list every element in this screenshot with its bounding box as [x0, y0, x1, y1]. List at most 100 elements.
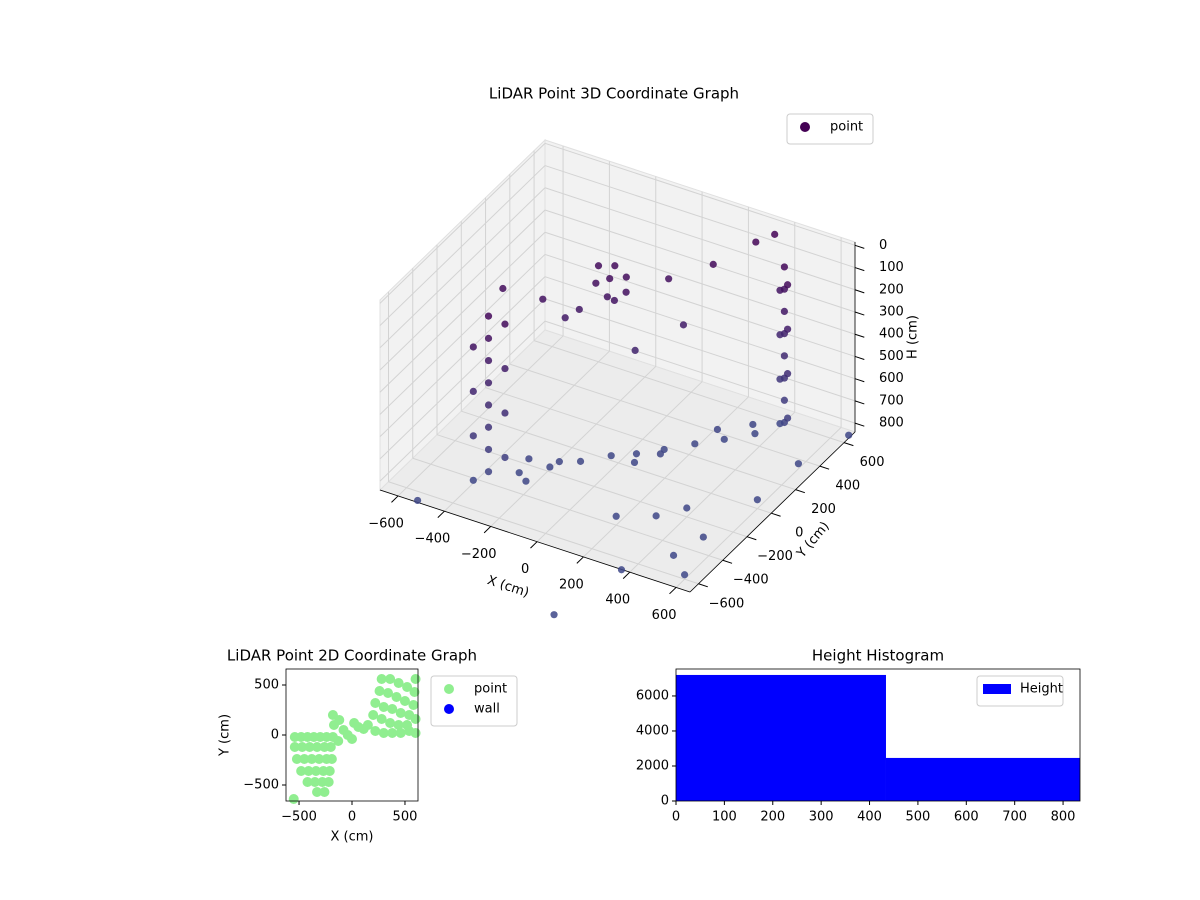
- grid-line: [379, 298, 546, 460]
- y-tick-label: 400: [835, 479, 860, 494]
- x-axis-label: X (cm): [331, 830, 374, 845]
- y-tick-label: −600: [709, 596, 745, 611]
- point: [631, 346, 639, 355]
- legend-marker: [800, 122, 810, 132]
- point: [402, 720, 413, 730]
- x-tick-label: 400: [857, 810, 882, 825]
- tick-mark: [854, 333, 865, 338]
- point: [310, 766, 321, 776]
- point: [368, 710, 379, 720]
- legend-box: [786, 113, 874, 145]
- point: [469, 343, 477, 351]
- point: [501, 320, 509, 328]
- point: [610, 296, 618, 305]
- z-tick-label: 500: [879, 349, 904, 364]
- axes-frame: [675, 668, 1081, 802]
- point: [376, 674, 387, 684]
- point: [622, 273, 630, 281]
- tick-mark: [622, 571, 631, 579]
- point: [327, 710, 338, 720]
- point: [776, 420, 784, 428]
- grid-line: [536, 381, 703, 543]
- point: [679, 321, 688, 329]
- tick-mark: [843, 442, 854, 447]
- tick-mark: [854, 378, 865, 383]
- x-tick-label: 0: [348, 810, 356, 825]
- point: [783, 370, 792, 378]
- grid-line: [583, 396, 749, 558]
- bar: [885, 757, 1080, 801]
- point: [309, 777, 320, 787]
- point: [484, 334, 493, 342]
- point: [312, 742, 323, 752]
- grid-line: [544, 298, 856, 402]
- legend-box: [976, 675, 1064, 707]
- point: [776, 286, 784, 294]
- grid-line: [379, 187, 546, 349]
- bar: [676, 674, 886, 801]
- point: [324, 766, 335, 776]
- grid-line: [490, 366, 657, 527]
- tick-mark: [437, 510, 445, 518]
- x-axis-label: X (cm): [485, 573, 531, 601]
- point: [622, 288, 630, 296]
- x-tick-label: 100: [712, 810, 737, 825]
- point: [484, 468, 493, 476]
- x-tick-label: 600: [652, 608, 677, 623]
- x-tick-label: −200: [461, 547, 497, 562]
- x-tick-label: 400: [605, 593, 630, 608]
- y-tick-label: 4000: [636, 723, 669, 738]
- grid-line: [461, 410, 772, 514]
- point: [347, 734, 357, 744]
- legend-label: Height: [1020, 682, 1063, 697]
- point: [606, 274, 614, 283]
- x-tick-label: 200: [760, 810, 785, 825]
- point: [302, 777, 313, 787]
- point: [751, 430, 759, 438]
- grid-line: [629, 411, 796, 573]
- point: [752, 238, 760, 246]
- legend-swatch: [983, 684, 1011, 694]
- legend-marker: [444, 684, 454, 694]
- point: [776, 331, 784, 339]
- x-tick-label: 500: [393, 810, 418, 825]
- y-tick-label: −200: [757, 549, 793, 564]
- point: [376, 714, 387, 724]
- tick-mark: [854, 267, 865, 272]
- point: [383, 688, 394, 698]
- point: [501, 409, 509, 417]
- tick-mark: [854, 244, 865, 249]
- point: [709, 260, 717, 268]
- point: [576, 457, 585, 465]
- point: [611, 262, 619, 270]
- x-tick-label: 700: [1002, 810, 1027, 825]
- point: [594, 262, 603, 270]
- tick-mark: [854, 311, 865, 316]
- z-tick-label: 800: [879, 416, 904, 431]
- grid-line: [544, 231, 856, 335]
- grid-line: [412, 457, 723, 561]
- point: [555, 458, 563, 466]
- legend-label: point: [830, 120, 863, 135]
- grid-line: [544, 320, 856, 424]
- point: [409, 687, 420, 697]
- grid-line: [675, 427, 842, 588]
- point: [399, 696, 410, 706]
- tick-mark: [722, 559, 733, 564]
- point: [393, 720, 404, 730]
- point: [484, 445, 493, 454]
- tick-mark: [854, 289, 865, 294]
- point: [408, 700, 419, 710]
- point: [501, 453, 509, 462]
- point: [539, 295, 547, 303]
- point: [484, 356, 493, 365]
- point: [391, 692, 402, 702]
- point: [325, 742, 336, 752]
- point: [783, 325, 792, 333]
- tick-mark: [530, 541, 538, 549]
- point: [289, 742, 300, 752]
- point: [665, 275, 673, 283]
- point: [387, 704, 398, 714]
- point: [652, 512, 660, 520]
- point: [306, 754, 317, 764]
